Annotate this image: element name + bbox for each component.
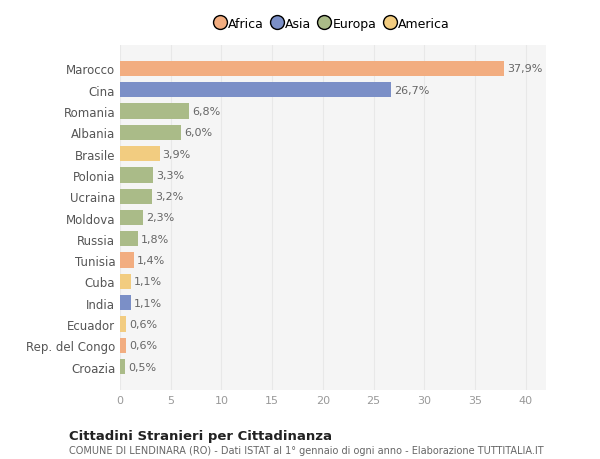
Bar: [120, 338, 126, 353]
Bar: [120, 62, 505, 77]
Text: 0,6%: 0,6%: [129, 319, 157, 329]
Text: 26,7%: 26,7%: [394, 85, 429, 95]
Bar: [120, 83, 391, 98]
Text: 6,0%: 6,0%: [184, 128, 212, 138]
Text: 1,8%: 1,8%: [142, 234, 170, 244]
Text: 3,3%: 3,3%: [157, 170, 185, 180]
Text: 6,8%: 6,8%: [192, 107, 220, 117]
Bar: [120, 210, 143, 226]
Text: COMUNE DI LENDINARA (RO) - Dati ISTAT al 1° gennaio di ogni anno - Elaborazione : COMUNE DI LENDINARA (RO) - Dati ISTAT al…: [69, 445, 544, 455]
Text: 37,9%: 37,9%: [508, 64, 543, 74]
Bar: [120, 296, 131, 311]
Bar: [120, 359, 125, 375]
Text: 3,2%: 3,2%: [155, 192, 184, 202]
Bar: [120, 232, 138, 247]
Bar: [120, 104, 189, 119]
Text: 1,1%: 1,1%: [134, 298, 163, 308]
Text: 0,5%: 0,5%: [128, 362, 156, 372]
Bar: [120, 168, 154, 183]
Text: 1,4%: 1,4%: [137, 256, 166, 266]
Bar: [120, 146, 160, 162]
Bar: [120, 317, 126, 332]
Bar: [120, 253, 134, 268]
Bar: [120, 274, 131, 290]
Text: 1,1%: 1,1%: [134, 277, 163, 287]
Text: 0,6%: 0,6%: [129, 341, 157, 351]
Bar: [120, 125, 181, 140]
Text: 3,9%: 3,9%: [163, 149, 191, 159]
Legend: Africa, Asia, Europa, America: Africa, Asia, Europa, America: [217, 18, 449, 31]
Bar: [120, 189, 152, 204]
Text: Cittadini Stranieri per Cittadinanza: Cittadini Stranieri per Cittadinanza: [69, 429, 332, 442]
Text: 2,3%: 2,3%: [146, 213, 175, 223]
